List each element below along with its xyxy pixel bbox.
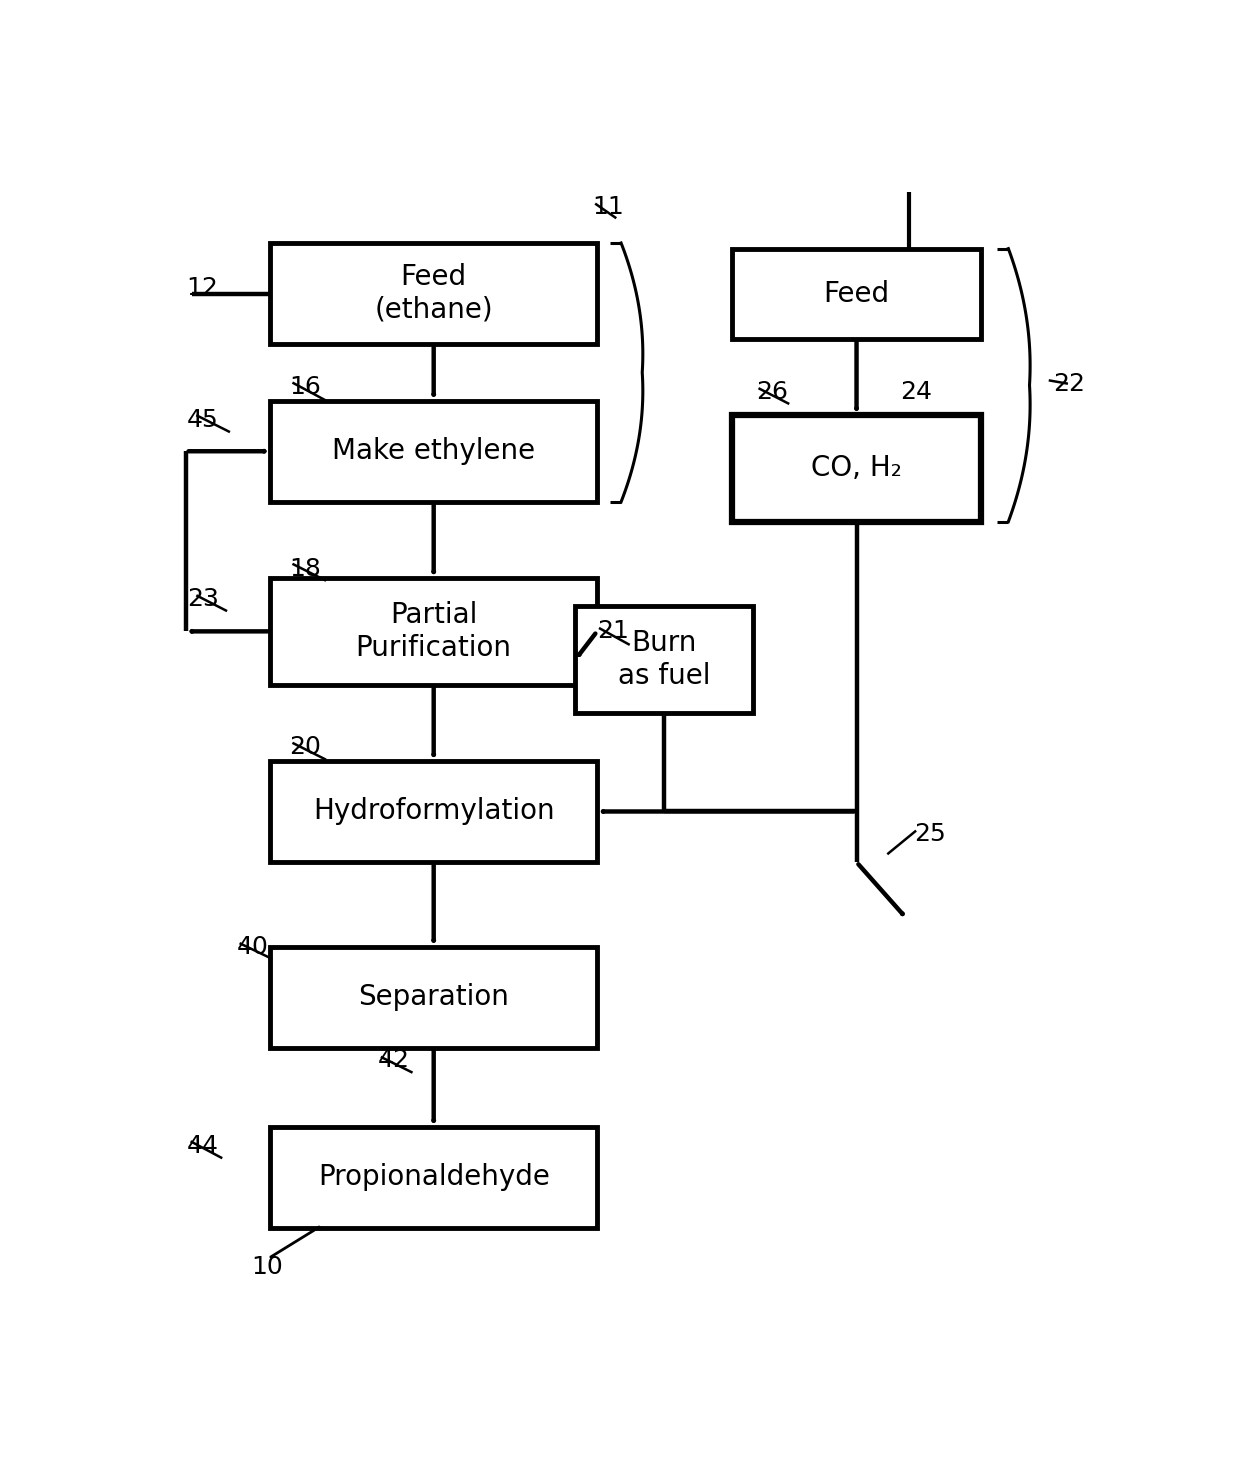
- Text: 21: 21: [596, 620, 629, 643]
- Text: 11: 11: [593, 194, 624, 219]
- Text: Hydroformylation: Hydroformylation: [312, 797, 554, 826]
- Text: Feed: Feed: [823, 279, 889, 307]
- Text: 45: 45: [187, 408, 218, 431]
- FancyBboxPatch shape: [270, 243, 596, 344]
- Text: Partial
Purification: Partial Purification: [356, 601, 512, 662]
- Text: 12: 12: [187, 276, 218, 300]
- Text: 23: 23: [187, 586, 218, 611]
- FancyBboxPatch shape: [270, 946, 596, 1048]
- FancyBboxPatch shape: [575, 607, 753, 713]
- FancyBboxPatch shape: [732, 249, 982, 339]
- Text: 18: 18: [290, 557, 321, 582]
- Text: CO, H₂: CO, H₂: [811, 455, 901, 482]
- Text: 16: 16: [290, 376, 321, 399]
- Text: Make ethylene: Make ethylene: [332, 437, 536, 465]
- Text: Burn
as fuel: Burn as fuel: [618, 629, 711, 690]
- Text: 10: 10: [250, 1256, 283, 1279]
- Text: Separation: Separation: [358, 984, 510, 1012]
- Text: 22: 22: [1054, 371, 1085, 396]
- Text: 20: 20: [290, 735, 321, 759]
- Text: 24: 24: [900, 380, 931, 404]
- Text: 44: 44: [187, 1135, 218, 1158]
- Text: Feed
(ethane): Feed (ethane): [374, 263, 494, 325]
- Text: 25: 25: [914, 822, 946, 846]
- Text: Propionaldehyde: Propionaldehyde: [317, 1164, 549, 1192]
- FancyBboxPatch shape: [732, 415, 982, 522]
- FancyBboxPatch shape: [270, 760, 596, 863]
- FancyBboxPatch shape: [270, 577, 596, 684]
- FancyBboxPatch shape: [270, 401, 596, 501]
- Text: 26: 26: [755, 380, 787, 404]
- FancyBboxPatch shape: [270, 1127, 596, 1228]
- Text: 42: 42: [378, 1048, 410, 1072]
- Text: 40: 40: [237, 934, 269, 959]
